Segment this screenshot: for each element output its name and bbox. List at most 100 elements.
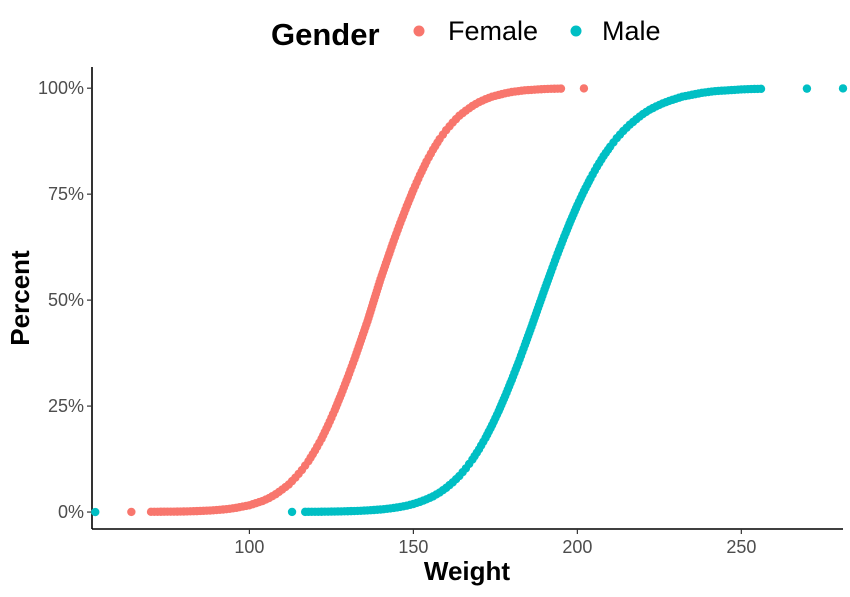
legend-key-male — [570, 25, 582, 37]
y-tick-label: 50% — [48, 290, 84, 310]
data-point — [438, 130, 448, 139]
data-point — [523, 85, 533, 95]
data-point — [419, 496, 428, 505]
data-point — [472, 448, 481, 457]
data-point — [484, 93, 494, 103]
data-point — [464, 104, 474, 113]
data-point — [405, 500, 415, 510]
legend-label-male: Male — [602, 16, 661, 46]
data-point — [348, 358, 358, 368]
data-point — [445, 480, 454, 490]
data-point — [342, 376, 351, 385]
data-point — [274, 487, 284, 497]
data-point — [215, 505, 225, 514]
data-point — [392, 503, 402, 512]
data-point — [335, 393, 345, 402]
x-axis-ticks: 100 150 200 250 — [234, 529, 756, 557]
data-point — [91, 507, 100, 517]
data-point — [196, 506, 205, 516]
data-point — [558, 235, 568, 245]
x-tick-label: 150 — [398, 537, 428, 557]
data-point — [433, 138, 442, 147]
data-point — [328, 409, 338, 419]
data-point — [753, 84, 762, 94]
data-point — [300, 461, 310, 470]
data-point — [584, 177, 594, 186]
data-point — [412, 498, 421, 508]
data-point — [176, 507, 185, 516]
data-point — [553, 84, 562, 93]
legend-title: Gender — [271, 17, 380, 52]
data-point — [838, 84, 848, 93]
series-female — [127, 84, 589, 517]
data-point — [545, 270, 555, 279]
y-axis-title: Percent — [5, 250, 35, 346]
data-point — [169, 507, 179, 516]
data-point — [648, 103, 657, 113]
y-tick-label: 0% — [58, 502, 84, 522]
data-point — [355, 339, 365, 348]
data-point — [426, 149, 436, 158]
data-point — [565, 219, 574, 228]
data-point — [353, 506, 362, 516]
data-point — [512, 362, 522, 371]
data-point — [388, 239, 397, 249]
data-point — [479, 437, 488, 446]
data-point — [294, 469, 303, 479]
data-point — [802, 84, 812, 93]
data-point — [333, 507, 343, 516]
data-point — [281, 482, 290, 492]
data-point — [622, 123, 631, 133]
data-point — [661, 97, 671, 107]
data-point — [694, 89, 703, 98]
data-point — [537, 85, 546, 94]
data-point — [681, 91, 690, 101]
data-point — [379, 504, 389, 514]
data-point — [241, 501, 251, 511]
data-point — [261, 495, 271, 504]
data-point — [458, 109, 467, 118]
data-point — [687, 90, 697, 99]
data-point — [519, 344, 528, 353]
data-point — [322, 424, 331, 433]
data-point — [499, 394, 509, 404]
data-point — [674, 93, 684, 102]
x-tick-label: 200 — [562, 537, 592, 557]
data-point — [255, 497, 264, 507]
data-point — [407, 188, 417, 198]
data-point — [609, 138, 618, 147]
data-point — [707, 87, 717, 96]
data-point — [235, 502, 244, 512]
data-point — [655, 100, 664, 110]
data-point — [464, 459, 474, 469]
data-point — [497, 89, 507, 99]
data-point — [578, 190, 587, 199]
data-point — [287, 476, 297, 486]
data-point — [268, 491, 277, 501]
data-point — [530, 85, 539, 94]
legend-key-female — [413, 25, 425, 37]
data-point — [209, 506, 218, 515]
data-point — [628, 117, 638, 127]
data-point — [438, 486, 448, 495]
data-point — [359, 506, 369, 515]
data-point — [458, 468, 467, 477]
y-tick-label: 25% — [48, 396, 84, 416]
data-point — [159, 507, 169, 516]
series-male — [91, 84, 848, 517]
data-point — [701, 88, 710, 97]
data-point — [127, 507, 136, 517]
y-axis-ticks: 0% 25% 50% 75% 100% — [38, 78, 92, 522]
data-point — [445, 122, 454, 131]
data-point — [414, 174, 423, 183]
data-point — [615, 130, 625, 139]
data-point — [492, 410, 502, 419]
data-point — [478, 96, 487, 105]
data-point — [727, 85, 736, 95]
data-point — [504, 88, 513, 97]
data-point — [340, 507, 349, 516]
data-point — [668, 95, 677, 105]
data-point — [510, 87, 520, 96]
data-point — [635, 112, 644, 121]
